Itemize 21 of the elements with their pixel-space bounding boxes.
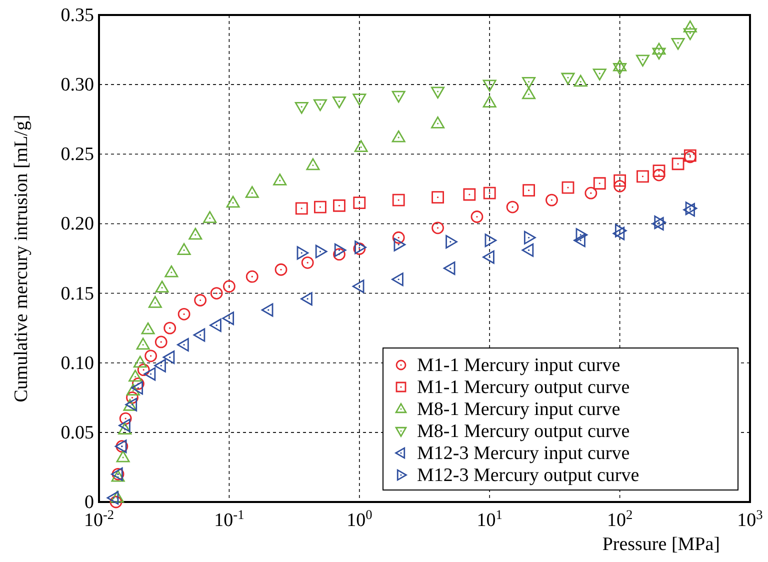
y-tick-label: 0 [84,492,94,513]
legend-label: M8-1 Mercury input curve [417,399,620,420]
x-tick-label: 10$^{3}$ [737,506,764,531]
legend-label: M12-3 Mercury input curve [417,443,630,464]
legend-label: M8-1 Mercury output curve [417,421,630,442]
y-tick-label: 0.05 [60,422,94,444]
x-tick-label: 10$^{0}$ [346,506,373,531]
legend-label: M1-1 Mercury input curve [417,355,620,376]
x-tick-label: 10$^{2}$ [606,506,633,531]
legend-label: M12-3 Mercury output curve [417,465,640,486]
x-tick-label: 10$^{1}$ [476,506,502,531]
y-tick-label: 0.30 [60,74,94,96]
y-tick-label: 0.10 [60,352,94,374]
y-tick-label: 0.15 [60,283,94,304]
legend-label: M1-1 Mercury output curve [417,377,630,398]
x-tick-label: 10$^{-1}$ [214,506,244,531]
y-axis-title: Cumulative mercury intrusion [mL/g] [11,114,32,402]
x-axis-title: Pressure [MPa] [602,534,720,555]
y-tick-label: 0.25 [60,144,94,166]
y-tick-label: 0.35 [60,5,94,26]
y-tick-label: 0.20 [60,214,94,235]
